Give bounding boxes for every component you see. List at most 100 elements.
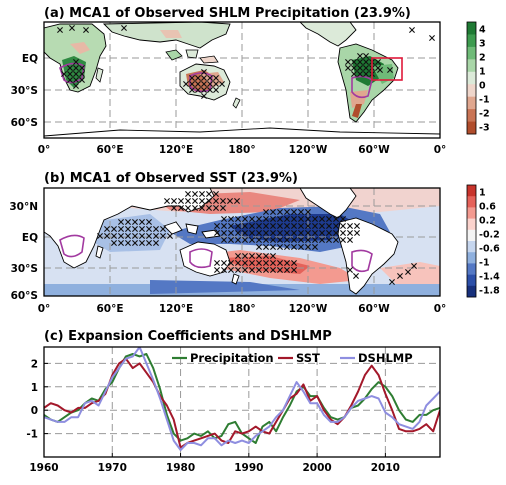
panel-b-hatch-mark [291,209,297,215]
panel-b-hatch-mark [405,269,411,275]
panel-b-lon-tick: 60°E [96,303,123,315]
panel-b-purple-contour-australia [189,248,213,269]
panel-b-hatch-mark [312,244,318,250]
panel-a-colorbar-tick: 4 [479,25,486,36]
panel-a-lat-tick: EQ [22,53,38,65]
panel-a-hatch-mark [183,81,189,87]
panel-b-colorbar-swatch [467,241,476,253]
panel-b-hatch-mark [298,216,304,222]
panel-a-hatch-mark [57,27,63,33]
panel-b-hatch-mark [347,223,353,229]
panel-a-hatch-mark [387,67,393,73]
panel-b-hatch-mark [249,223,255,229]
panel-a-colorbar-tick: -3 [479,123,490,134]
panel-b-hatch-mark [242,253,248,259]
panel-c-x-tick: 1990 [234,462,263,474]
panel-b-hatch-mark [270,230,276,236]
panel-b-hatch-mark [228,216,234,222]
panel-b-lon-tick: 0° [38,303,51,315]
panel-b-hatch-mark [256,230,262,236]
panel-a-hatch-mark [213,75,219,81]
panel-b-lat-tick: 30°N [9,201,38,213]
panel-b-hatch-mark [319,230,325,236]
panel-b-hatch-mark [411,263,417,269]
panel-b-hatch-mark [178,205,184,211]
panel-a-lon-tick: 0° [38,144,51,156]
panel-a-hatch-mark [195,75,201,81]
panel-a-hatch-mark [189,87,195,93]
panel-b-hatch-mark [235,216,241,222]
panel-b-hatch-mark [249,237,255,243]
panel-a-lon-ticks: 0° 60°E 120°E 180° 120°W 60°W 0° [38,144,447,156]
panel-b-hatch-mark [221,237,227,243]
panel-b-hatch-mark [270,253,276,259]
panel-b-hatch-mark [291,260,297,266]
panel-a-colorbar-tick: -2 [479,109,490,120]
panel-a-hatch-mark [61,71,67,77]
panel-b-hatch-mark [277,209,283,215]
panel-b-purple-contour-africa [59,234,85,258]
panel-b-lat-ticks: 30°N EQ 30°S 60°S [9,201,38,302]
panel-a-hatch-mark [207,81,213,87]
panel-b-hatch-mark [111,226,117,232]
panel-a-lon-tick: 60°E [96,144,123,156]
panel-b-hatch-mark [298,244,304,250]
panel-b-hatch-mark [221,230,227,236]
panel-b-lon-tick: 180° [228,303,255,315]
panel-a-hatch-mark [363,59,369,65]
panel-a-hatch-mark [201,87,207,93]
legend-label-sst: SST [296,351,320,365]
panel-b-hatch-mark [214,267,220,273]
panel-b-hatch-mark [256,237,262,243]
panel-a-hatch-mark [207,87,213,93]
panel-a-hatch-mark [357,59,363,65]
panel-b-hatch-mark [263,209,269,215]
panel-b-hatch-mark [228,267,234,273]
panel-b-hatch-mark [220,198,226,204]
panel-b-colorbar-swatch [467,185,476,197]
panel-b: (b) MCA1 of Observed SST (23.9%) [9,171,500,315]
panel-b-hatch-mark [256,253,262,259]
panel-a-hatch-mark [73,83,79,89]
panel-b-colorbar-tick: -0.2 [479,230,500,241]
panel-b-hatch-mark [228,223,234,229]
panel-a-hatch-mark [363,65,369,71]
panel-b-hatch-mark [199,198,205,204]
panel-b-hatch-mark [298,230,304,236]
panel-b-hatch-mark [132,233,138,239]
panel-b-hatch-mark [389,279,395,285]
panel-b-hatch-mark [312,237,318,243]
panel-b-lat-tick: 30°S [11,263,38,275]
panel-b-hatch-mark [171,205,177,211]
panel-b-hatch-mark [104,233,110,239]
panel-b-hatch-mark [263,267,269,273]
panel-b-hatch-mark [235,223,241,229]
panel-b-significance-hatching [97,191,417,285]
panel-b-hatch-mark [167,233,173,239]
panel-b-lon-tick: 120°W [289,303,328,315]
panel-a-colorbar-swatch [467,121,476,135]
panel-b-hatch-mark [347,237,353,243]
panel-b-hatch-mark [263,230,269,236]
panel-b-hatch-mark [305,244,311,250]
panel-a-colorbar-swatch [467,46,476,60]
panel-b-hatch-mark [326,237,332,243]
panel-b-hatch-mark [256,260,262,266]
panel-b-hatch-mark [104,226,110,232]
panel-b-hatch-mark [291,237,297,243]
panel-b-colorbar-tick: -0.6 [479,244,500,255]
panel-b-hatch-mark [270,260,276,266]
panel-a-colorbar-swatch [467,59,476,73]
panel-b-colorbar: 1 0.6 0.2 -0.2 -0.6 -1 -1.4 -1.8 [466,184,500,298]
panel-a-hatch-mark [73,71,79,77]
panel-b-lon-tick: 120°E [159,303,193,315]
panel-b-hatch-mark [263,237,269,243]
legend-label-precipitation: Precipitation [190,351,274,365]
panel-b-hatch-mark [228,230,234,236]
panel-b-hatch-mark [146,226,152,232]
panel-b-hatch-mark [353,273,359,279]
panel-b-hatch-mark [235,267,241,273]
panel-a-hatch-mark [67,77,73,83]
panel-b-hatch-mark [235,230,241,236]
panel-a-hatch-mark [363,71,369,77]
